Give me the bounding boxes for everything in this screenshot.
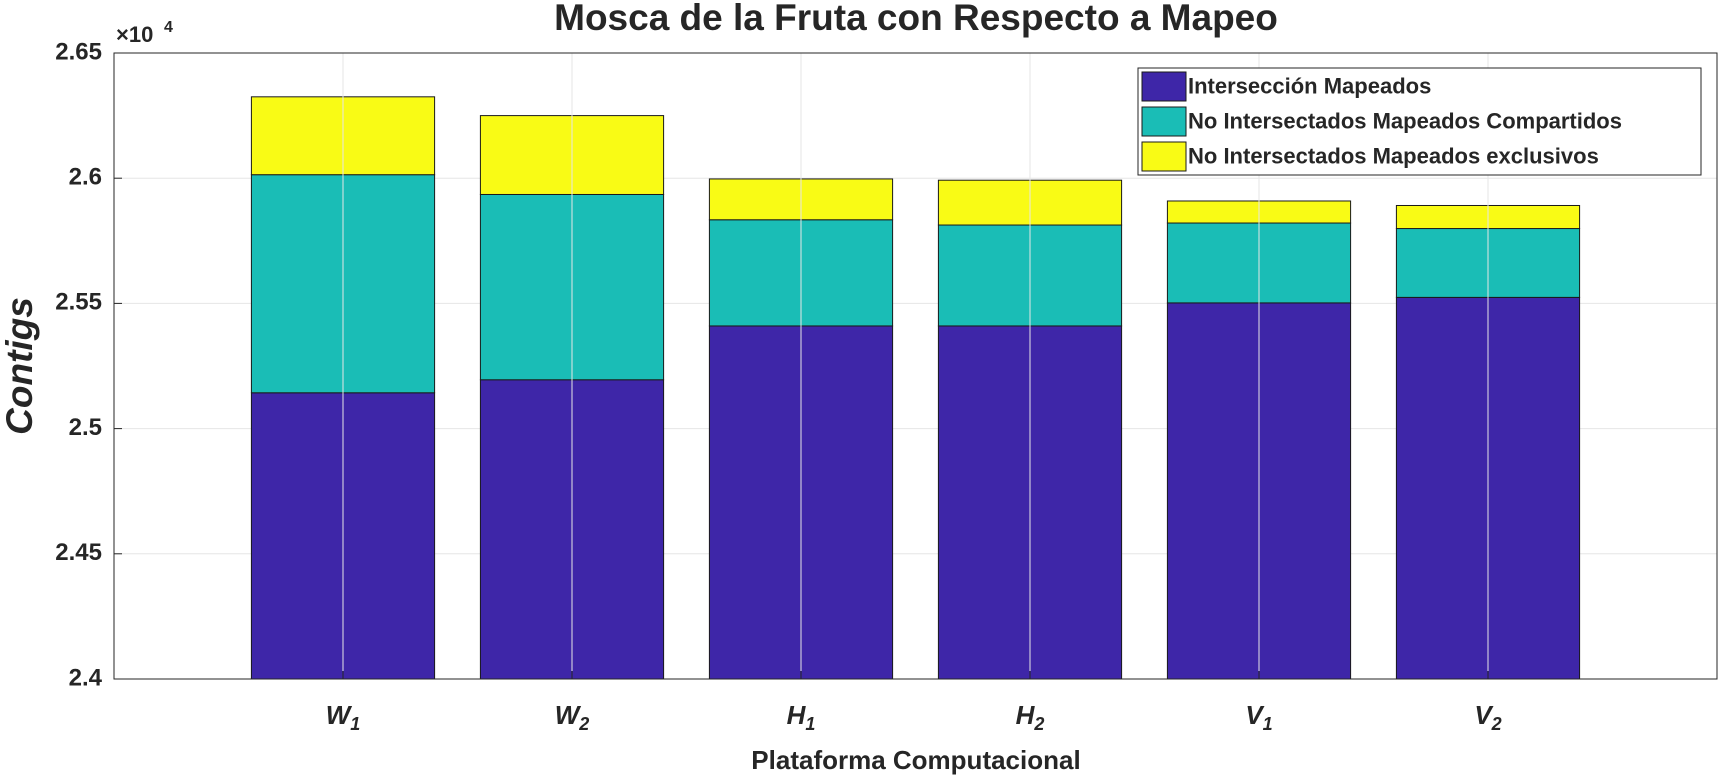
y-tick-label: 2.45 — [55, 539, 102, 566]
y-exponent-base: ×10 — [116, 22, 153, 47]
legend-swatch — [1141, 106, 1187, 137]
y-exponent: 4 — [164, 19, 173, 36]
chart-title: Mosca de la Fruta con Respecto a Mapeo — [554, 0, 1278, 38]
y-tick-label: 2.4 — [69, 664, 103, 691]
y-tick-label: 2.55 — [55, 289, 102, 316]
x-tick-label: W1 — [326, 700, 361, 734]
legend-box — [1137, 67, 1702, 176]
x-tick-label: H1 — [787, 700, 816, 734]
y-tick-label: 2.5 — [69, 414, 102, 441]
axes-box — [113, 52, 1718, 680]
x-tick-label: H2 — [1016, 700, 1045, 734]
x-axis-label: Plataforma Computacional — [751, 745, 1080, 775]
x-tick-label: V1 — [1245, 700, 1272, 734]
x-tick-label: W2 — [555, 700, 590, 734]
y-tick-label: 2.6 — [69, 164, 102, 191]
y-tick-label: 2.65 — [55, 38, 102, 65]
legend-swatch — [1141, 71, 1187, 102]
legend-label: Intersección Mapeados — [1188, 73, 1431, 98]
x-tick-label: V2 — [1474, 700, 1501, 734]
legend-label: No Intersectados Mapeados exclusivos — [1188, 143, 1599, 168]
legend-swatch — [1141, 141, 1187, 172]
y-axis-label: Contigs — [0, 297, 40, 435]
legend-label: No Intersectados Mapeados Compartidos — [1188, 108, 1622, 133]
